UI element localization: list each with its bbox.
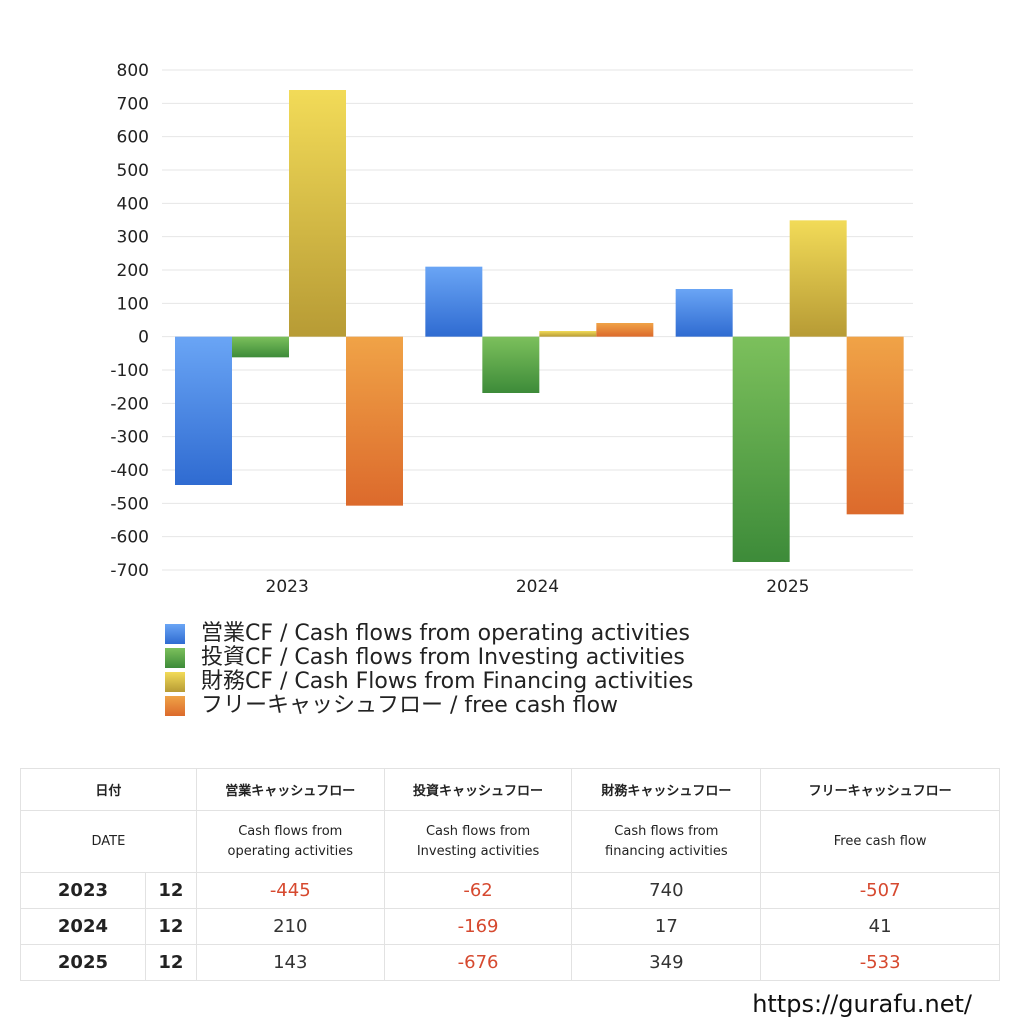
table-header-jp: 日付 営業キャッシュフロー 投資キャッシュフロー 財務キャッシュフロー フリーキ… [20,768,1000,811]
bars [175,90,904,562]
header-investing-en-line1: Cash flows from [425,823,531,839]
header-financing-jp: 財務キャッシュフロー [571,768,762,811]
legend-item-operating: 営業CF / Cash flows from operating activit… [165,622,693,646]
legend-item-investing: 投資CF / Cash flows from Investing activit… [165,646,693,670]
x-tick-label: 2023 [266,577,309,597]
header-financing-en-line1: Cash flows from [614,823,719,839]
bar-2023-series-2 [289,90,346,337]
y-tick-label: 100 [117,294,149,314]
row-free-value: -533 [760,944,1000,981]
y-tick-label: 800 [117,61,149,81]
x-axis-ticks: 2023 2024 2025 [266,577,810,597]
header-financing-en: Cash flows from financing activities [571,810,762,873]
y-tick-label: 400 [117,194,149,214]
header-operating-en-line2: operating activities [227,843,353,859]
table-row: 2025 12 143 -676 349 -533 [20,944,1000,981]
bar-2025-series-0 [675,289,733,337]
cash-flow-bar-chart: 800 700 600 500 400 300 200 100 0 -100 -200 -300 -40… [110,61,913,597]
bar-2025-series-2 [789,220,847,337]
row-financing-value: 349 [571,944,762,981]
legend-label-investing: 投資CF / Cash flows from Investing activit… [201,645,685,670]
header-investing-jp: 投資キャッシュフロー [383,768,573,811]
row-month: 12 [144,944,197,981]
site-url-link[interactable]: https://gurafu.net/ [752,990,972,1018]
legend-swatch-financing [165,672,185,692]
row-year: 2023 [20,872,146,909]
y-tick-label: -500 [110,494,149,514]
header-operating-en: Cash flows from operating activities [195,810,385,873]
row-operating-value: 143 [195,944,385,981]
bar-2025-series-1 [732,336,790,562]
header-date-en: DATE [20,810,197,873]
chart-legend: 営業CF / Cash flows from operating activit… [165,622,693,718]
row-month: 12 [144,872,197,909]
header-operating-en-line1: Cash flows from [238,823,343,839]
legend-swatch-free [165,696,185,716]
bar-2023-series-3 [346,336,403,506]
row-month: 12 [144,908,197,945]
y-tick-label: -600 [110,528,149,548]
header-investing-en-line2: Investing activities [416,843,540,859]
header-free-en: Free cash flow [760,810,1000,873]
legend-swatch-operating [165,624,185,644]
row-operating-value: 210 [195,908,385,945]
header-free-jp: フリーキャッシュフロー [760,768,1000,811]
header-operating-jp: 営業キャッシュフロー [195,768,385,811]
y-tick-label: 500 [117,161,149,181]
y-tick-label: 300 [117,228,149,248]
y-tick-label: 200 [117,261,149,281]
header-investing-en: Cash flows from Investing activities [383,810,573,873]
bar-2024-series-2 [539,331,597,337]
legend-label-financing: 財務CF / Cash Flows from Financing activit… [201,669,694,694]
y-tick-label: -100 [110,361,149,381]
bar-2024-series-0 [425,266,483,337]
row-free-value: 41 [760,908,1000,945]
y-tick-label: 700 [117,94,149,114]
table-row: 2023 12 -445 -62 740 -507 [20,872,1000,909]
bar-2024-series-1 [482,336,540,393]
header-date-jp: 日付 [20,768,197,811]
bar-2023-series-1 [232,336,289,358]
row-operating-value: -445 [195,872,385,909]
legend-swatch-investing [165,648,185,668]
legend-item-free: フリーキャッシュフロー / free cash flow [165,694,693,718]
y-tick-label: -400 [110,461,149,481]
bar-2023-series-0 [175,336,232,485]
y-tick-label: -700 [110,561,149,581]
y-tick-label: -200 [110,394,149,414]
table-row: 2024 12 210 -169 17 41 [20,908,1000,945]
y-tick-label: 0 [138,328,149,348]
row-investing-value: -62 [383,872,573,909]
row-financing-value: 17 [571,908,762,945]
x-tick-label: 2024 [516,577,559,597]
y-axis-ticks: 800 700 600 500 400 300 200 100 0 -100 -200 -300 -40… [110,61,149,581]
legend-label-operating: 営業CF / Cash flows from operating activit… [201,621,690,646]
row-investing-value: -676 [383,944,573,981]
row-free-value: -507 [760,872,1000,909]
x-tick-label: 2025 [766,577,809,597]
header-financing-en-line2: financing activities [605,843,728,859]
legend-item-financing: 財務CF / Cash Flows from Financing activit… [165,670,693,694]
bar-2025-series-3 [846,336,904,515]
cash-flow-table: 日付 営業キャッシュフロー 投資キャッシュフロー 財務キャッシュフロー フリーキ… [20,768,1000,981]
bar-2024-series-3 [596,323,654,337]
row-investing-value: -169 [383,908,573,945]
y-tick-label: -300 [110,428,149,448]
row-year: 2025 [20,944,146,981]
row-year: 2024 [20,908,146,945]
y-tick-label: 600 [117,128,149,148]
table-header-en: DATE Cash flows from operating activitie… [20,810,1000,873]
legend-label-free: フリーキャッシュフロー / free cash flow [201,693,619,718]
row-financing-value: 740 [571,872,762,909]
